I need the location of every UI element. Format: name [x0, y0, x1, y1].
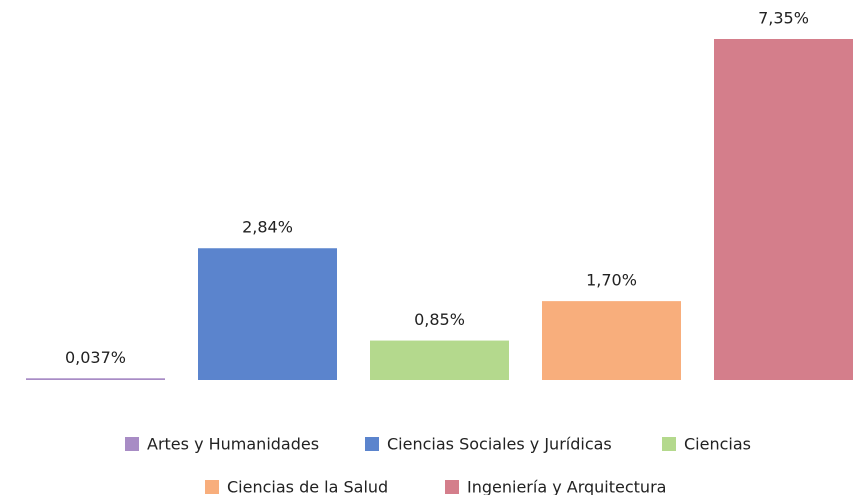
bar — [198, 248, 337, 380]
legend-label: Ingeniería y Arquitectura — [467, 478, 666, 495]
legend-swatch — [365, 437, 379, 451]
bar — [26, 378, 165, 380]
value-label: 7,35% — [758, 9, 809, 28]
bar — [370, 340, 509, 380]
value-label: 1,70% — [586, 271, 637, 290]
legend-swatch — [205, 480, 219, 494]
value-label: 2,84% — [242, 218, 293, 237]
bar — [714, 39, 853, 380]
legend-label: Ciencias de la Salud — [227, 478, 388, 495]
bar — [542, 301, 681, 380]
value-label: 0,037% — [65, 348, 126, 367]
legend-swatch — [445, 480, 459, 494]
legend-label: Artes y Humanidades — [147, 435, 319, 454]
legend-swatch — [125, 437, 139, 451]
value-label: 0,85% — [414, 310, 465, 329]
legend-swatch — [662, 437, 676, 451]
legend-label: Ciencias Sociales y Jurídicas — [387, 435, 612, 454]
legend-label: Ciencias — [684, 435, 751, 454]
